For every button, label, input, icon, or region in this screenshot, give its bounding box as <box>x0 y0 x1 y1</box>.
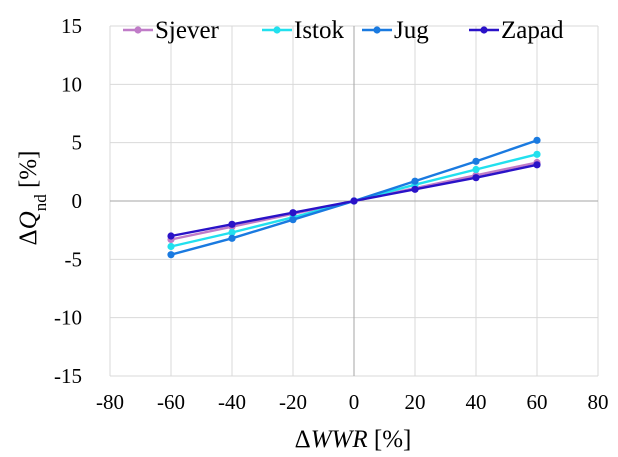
x-tick-label-8: 80 <box>588 390 609 414</box>
data-point-istok-0 <box>167 242 175 251</box>
series-lines <box>167 136 541 259</box>
legend-label-istok: Istok <box>294 17 345 44</box>
data-point-jug-4 <box>411 177 419 185</box>
x-tick-label-4: 0 <box>349 390 360 414</box>
data-point-jug-5 <box>472 157 480 165</box>
y-tick-label-3: 0 <box>72 189 83 213</box>
x-tick-label-2: -40 <box>218 390 246 414</box>
x-tick-label-0: -80 <box>96 390 124 414</box>
y-tick-label-6: 15 <box>61 14 82 38</box>
data-point-jug-1 <box>228 234 236 242</box>
legend-item-zapad: Zapad <box>469 17 564 44</box>
data-point-jug-0 <box>167 251 175 259</box>
y-tick-label-5: 10 <box>61 72 82 96</box>
data-point-istok-6 <box>533 150 541 158</box>
y-tick-label-2: -5 <box>65 247 83 271</box>
x-tick-label-3: -20 <box>279 390 307 414</box>
data-point-zapad-2 <box>289 209 297 217</box>
x-tick-label-7: 60 <box>527 390 548 414</box>
y-tick-label-1: -10 <box>54 306 82 330</box>
data-point-zapad-1 <box>228 220 236 228</box>
data-point-zapad-4 <box>411 185 419 193</box>
legend-item-jug: Jug <box>362 17 429 44</box>
y-axis-title: ΔQnd [%] <box>15 151 50 246</box>
data-point-istok-5 <box>472 165 480 174</box>
legend-label-jug: Jug <box>394 17 429 44</box>
x-tick-label-5: 20 <box>405 390 426 414</box>
legend-item-istok: Istok <box>262 17 345 44</box>
data-point-zapad-3 <box>350 197 358 205</box>
data-point-jug-2 <box>289 216 297 224</box>
data-point-jug-6 <box>533 136 541 144</box>
x-axis-title: ΔWWR [%] <box>295 426 412 453</box>
legend: Sjever Istok Jug Zapad <box>123 17 564 44</box>
x-tick-label-1: -60 <box>157 390 185 414</box>
legend-swatch-marker-istok <box>273 26 281 34</box>
x-tick-label-6: 40 <box>466 390 487 414</box>
data-point-zapad-5 <box>472 174 480 182</box>
data-point-zapad-0 <box>167 232 175 240</box>
legend-label-zapad: Zapad <box>501 17 564 44</box>
legend-swatch-marker-sjever <box>134 26 142 34</box>
legend-swatch-marker-zapad <box>480 26 488 34</box>
tick-labels: -80 -60 -40 -20 0 20 40 60 80 -15 -10 -5 0 5 10 15 <box>54 14 609 414</box>
legend-label-sjever: Sjever <box>155 17 220 44</box>
data-point-istok-1 <box>228 228 236 237</box>
y-tick-label-4: 5 <box>72 131 83 155</box>
legend-item-sjever: Sjever <box>123 17 220 44</box>
data-point-zapad-6 <box>533 161 541 169</box>
y-tick-label-0: -15 <box>54 364 82 388</box>
legend-swatch-marker-jug <box>373 26 381 34</box>
